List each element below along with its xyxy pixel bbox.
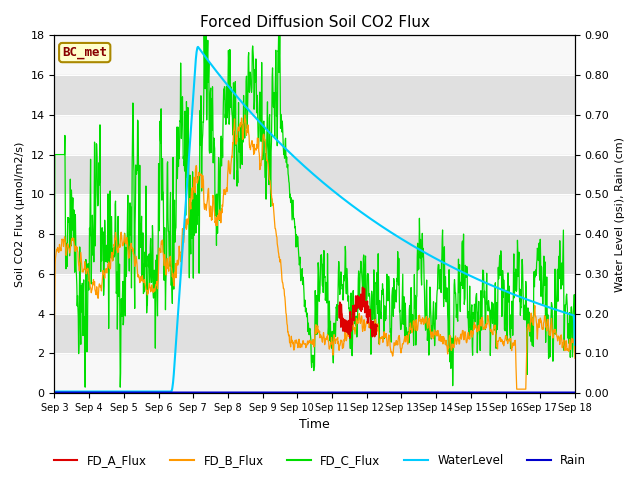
- Bar: [54, 313, 575, 353]
- Bar: [54, 234, 575, 274]
- Bar: [54, 155, 575, 194]
- Title: Forced Diffusion Soil CO2 Flux: Forced Diffusion Soil CO2 Flux: [200, 15, 429, 30]
- Bar: [54, 0, 575, 36]
- X-axis label: Time: Time: [300, 419, 330, 432]
- Y-axis label: Water Level (psi), Rain (cm): Water Level (psi), Rain (cm): [615, 137, 625, 292]
- Bar: [54, 75, 575, 115]
- Text: BC_met: BC_met: [62, 46, 108, 59]
- Legend: FD_A_Flux, FD_B_Flux, FD_C_Flux, WaterLevel, Rain: FD_A_Flux, FD_B_Flux, FD_C_Flux, WaterLe…: [49, 449, 591, 472]
- Y-axis label: Soil CO2 Flux (μmol/m2/s): Soil CO2 Flux (μmol/m2/s): [15, 142, 25, 287]
